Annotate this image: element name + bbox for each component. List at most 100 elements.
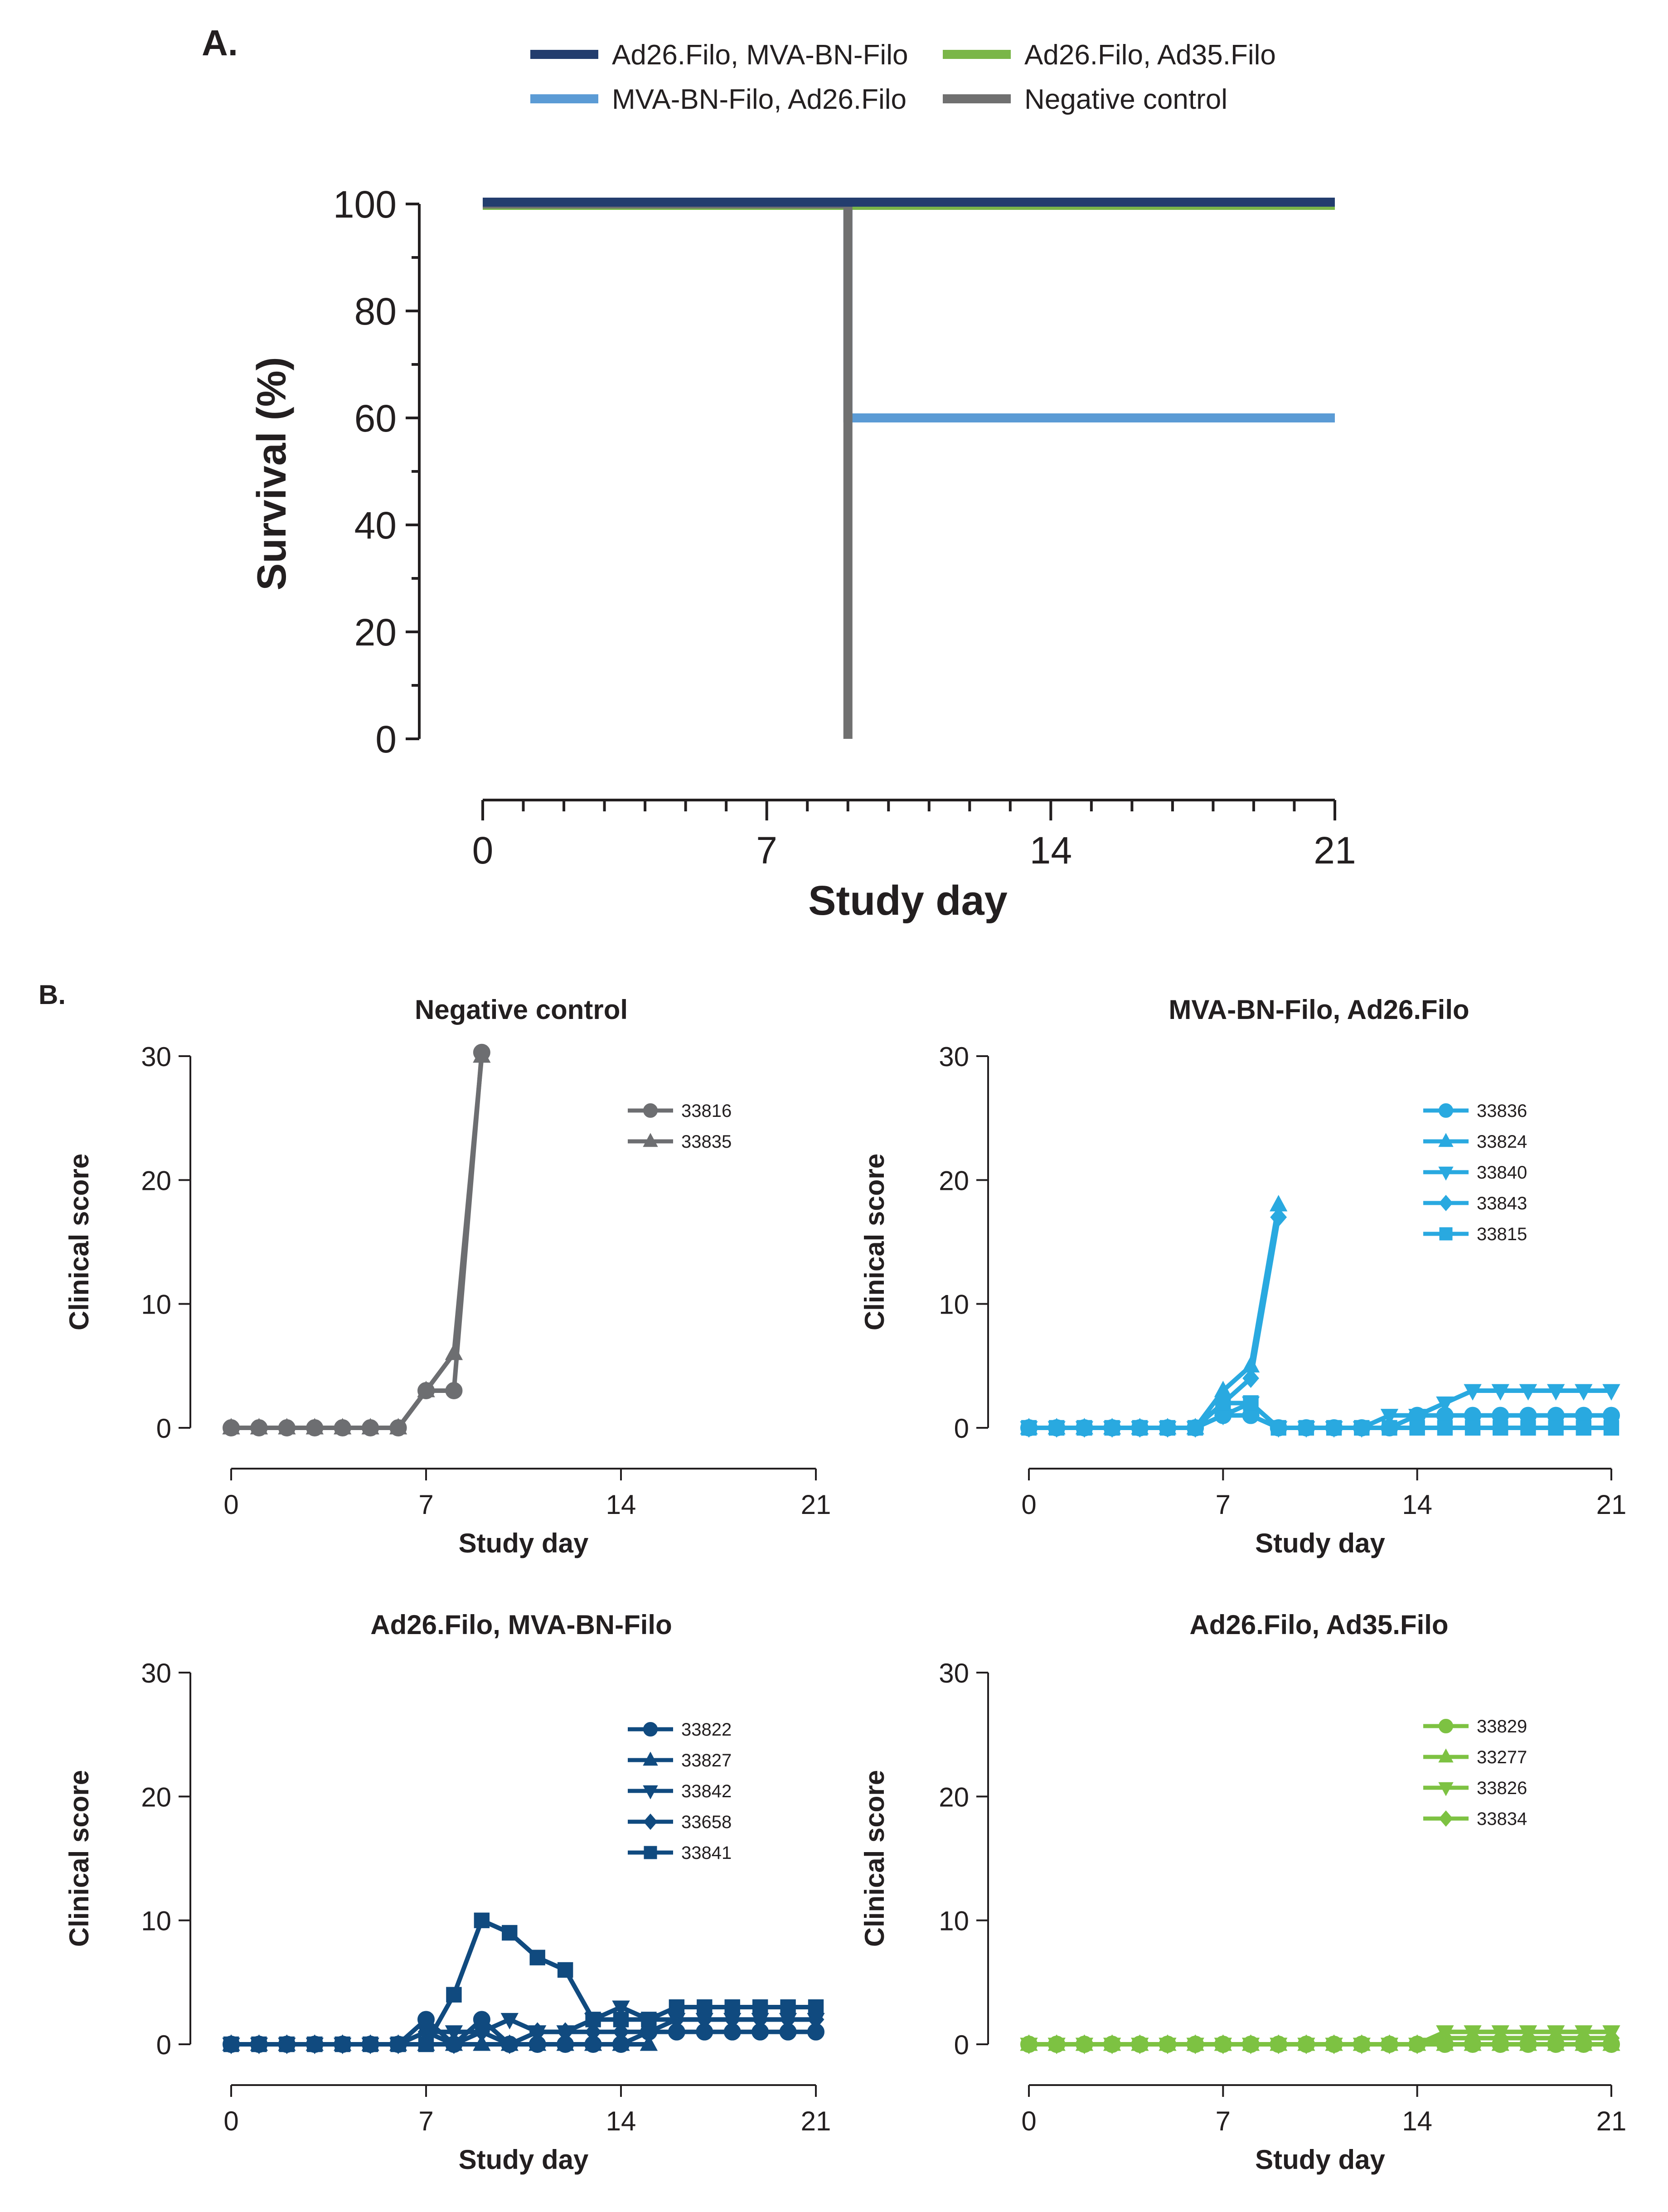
data-point bbox=[389, 1418, 407, 1435]
data-point bbox=[1547, 1384, 1565, 1401]
data-point bbox=[1602, 1384, 1620, 1401]
data-point bbox=[473, 2022, 490, 2042]
y-tick-label: 30 bbox=[939, 1658, 969, 1688]
legend-marker bbox=[1438, 1166, 1454, 1181]
series-line bbox=[231, 1918, 816, 2047]
data-point bbox=[640, 2022, 657, 2042]
y-tick-label: 20 bbox=[141, 1165, 171, 1196]
legend-marker bbox=[643, 1751, 658, 1766]
y-tick-label: 20 bbox=[354, 611, 397, 654]
legend-marker bbox=[1439, 1194, 1453, 1212]
legend-label: 33816 bbox=[681, 1101, 732, 1121]
series bbox=[1020, 2028, 1620, 2054]
y-axis-label: Clinical score bbox=[859, 1154, 890, 1330]
legend-label: 33815 bbox=[1477, 1224, 1527, 1244]
data-point bbox=[1575, 2028, 1592, 2048]
series bbox=[1021, 1395, 1620, 1436]
legend-label: Negative control bbox=[1024, 84, 1227, 115]
y-tick-label: 10 bbox=[141, 1906, 171, 1936]
data-point bbox=[724, 2010, 741, 2029]
x-tick-label: 7 bbox=[418, 1489, 433, 1520]
panel-label-b: B. bbox=[39, 980, 66, 1010]
legend-marker bbox=[1439, 1810, 1453, 1827]
data-point bbox=[1382, 1420, 1397, 1436]
x-axis-label: Study day bbox=[1255, 1528, 1385, 1558]
data-point bbox=[1436, 1396, 1454, 1413]
legend-label: 33829 bbox=[1477, 1717, 1527, 1737]
y-tick-label: 60 bbox=[354, 397, 397, 440]
data-point bbox=[640, 2034, 658, 2051]
series-line bbox=[1029, 2036, 1611, 2047]
data-point bbox=[1159, 1420, 1176, 1436]
survival-chart: 0 20 40 60 80 100 Survival (%) 0 7 14 21 Study day A… bbox=[249, 39, 1356, 924]
legend: 33836 33824 33840 33843 33815 bbox=[1423, 1101, 1527, 1244]
data-point bbox=[1104, 1420, 1120, 1436]
y-tick-label: 80 bbox=[354, 290, 397, 333]
legend-marker bbox=[1438, 1782, 1454, 1796]
x-axis-label: Study day bbox=[459, 1528, 589, 1558]
data-point bbox=[585, 2022, 601, 2042]
data-point bbox=[1187, 1420, 1203, 1436]
ad26-mva-bn-filo-chart: Ad26.Filo, MVA-BN-Filo 0 10 20 30 Clinical sc… bbox=[64, 1610, 831, 2175]
data-point bbox=[1603, 2028, 1620, 2048]
data-point bbox=[1493, 1420, 1508, 1436]
legend-label: 33836 bbox=[1477, 1101, 1527, 1121]
series bbox=[223, 1912, 824, 2052]
data-point bbox=[1048, 2034, 1065, 2054]
data-point bbox=[529, 2034, 547, 2051]
y-tick-label: 0 bbox=[156, 1413, 171, 1444]
data-point bbox=[1464, 1420, 1481, 1436]
data-point bbox=[502, 1925, 518, 1941]
data-point bbox=[446, 1987, 462, 2003]
data-point bbox=[334, 1418, 352, 1435]
data-point bbox=[474, 1912, 490, 1928]
data-point bbox=[1021, 1420, 1037, 1436]
data-point bbox=[1492, 2028, 1509, 2048]
legend-label: MVA-BN-Filo, Ad26.Filo bbox=[612, 84, 907, 115]
data-point bbox=[1548, 1420, 1564, 1436]
data-point bbox=[1409, 2034, 1426, 2054]
data-point bbox=[612, 2000, 630, 2017]
chart-title: Ad26.Filo, Ad35.Filo bbox=[1189, 1610, 1448, 1640]
series-line bbox=[1029, 1401, 1611, 1430]
chart-title: MVA-BN-Filo, Ad26.Filo bbox=[1169, 994, 1469, 1025]
legend-marker bbox=[644, 1846, 657, 1859]
x-tick-label: 21 bbox=[1596, 2106, 1627, 2136]
data-point bbox=[529, 1950, 545, 1965]
data-point bbox=[1076, 2034, 1093, 2054]
data-point bbox=[612, 2034, 630, 2051]
data-point bbox=[1298, 2034, 1315, 2054]
data-point bbox=[251, 2036, 267, 2052]
data-point bbox=[1243, 1395, 1259, 1411]
x-tick-label: 7 bbox=[756, 829, 777, 872]
legend: Ad26.Filo, MVA-BN-Filo Ad26.Filo, Ad35.Fi… bbox=[530, 39, 1276, 115]
legend: 33829 33277 33826 33834 bbox=[1423, 1717, 1527, 1829]
y-axis-label: Survival (%) bbox=[249, 357, 295, 590]
y-axis-label: Clinical score bbox=[64, 1154, 94, 1330]
data-point bbox=[1187, 2034, 1204, 2054]
x-tick-label: 0 bbox=[1021, 2106, 1036, 2136]
data-point bbox=[473, 2034, 491, 2051]
y-tick-label: 30 bbox=[141, 1658, 171, 1688]
y-axis-label: Clinical score bbox=[859, 1770, 890, 1947]
x-tick-label: 14 bbox=[1402, 1489, 1432, 1520]
legend-label: 33826 bbox=[1477, 1778, 1527, 1798]
data-point bbox=[780, 2010, 796, 2029]
series-line bbox=[1029, 1217, 1281, 1430]
legend-label: 33827 bbox=[681, 1751, 732, 1771]
data-point bbox=[361, 1418, 379, 1435]
data-point bbox=[1159, 2034, 1176, 2054]
data-point bbox=[1576, 1420, 1592, 1436]
data-point bbox=[1575, 1384, 1593, 1401]
series bbox=[223, 1043, 490, 1436]
data-point bbox=[612, 2022, 630, 2042]
y-tick-label: 0 bbox=[954, 1413, 969, 1444]
data-point bbox=[1214, 2034, 1232, 2054]
x-tick-label: 14 bbox=[1030, 829, 1072, 872]
chart-title: Ad26.Filo, MVA-BN-Filo bbox=[370, 1610, 672, 1640]
series-line bbox=[1029, 1204, 1281, 1430]
data-point bbox=[362, 2036, 378, 2052]
data-point bbox=[1437, 1420, 1453, 1436]
data-point bbox=[1381, 2034, 1398, 2054]
legend: 33816 33835 bbox=[628, 1101, 732, 1152]
